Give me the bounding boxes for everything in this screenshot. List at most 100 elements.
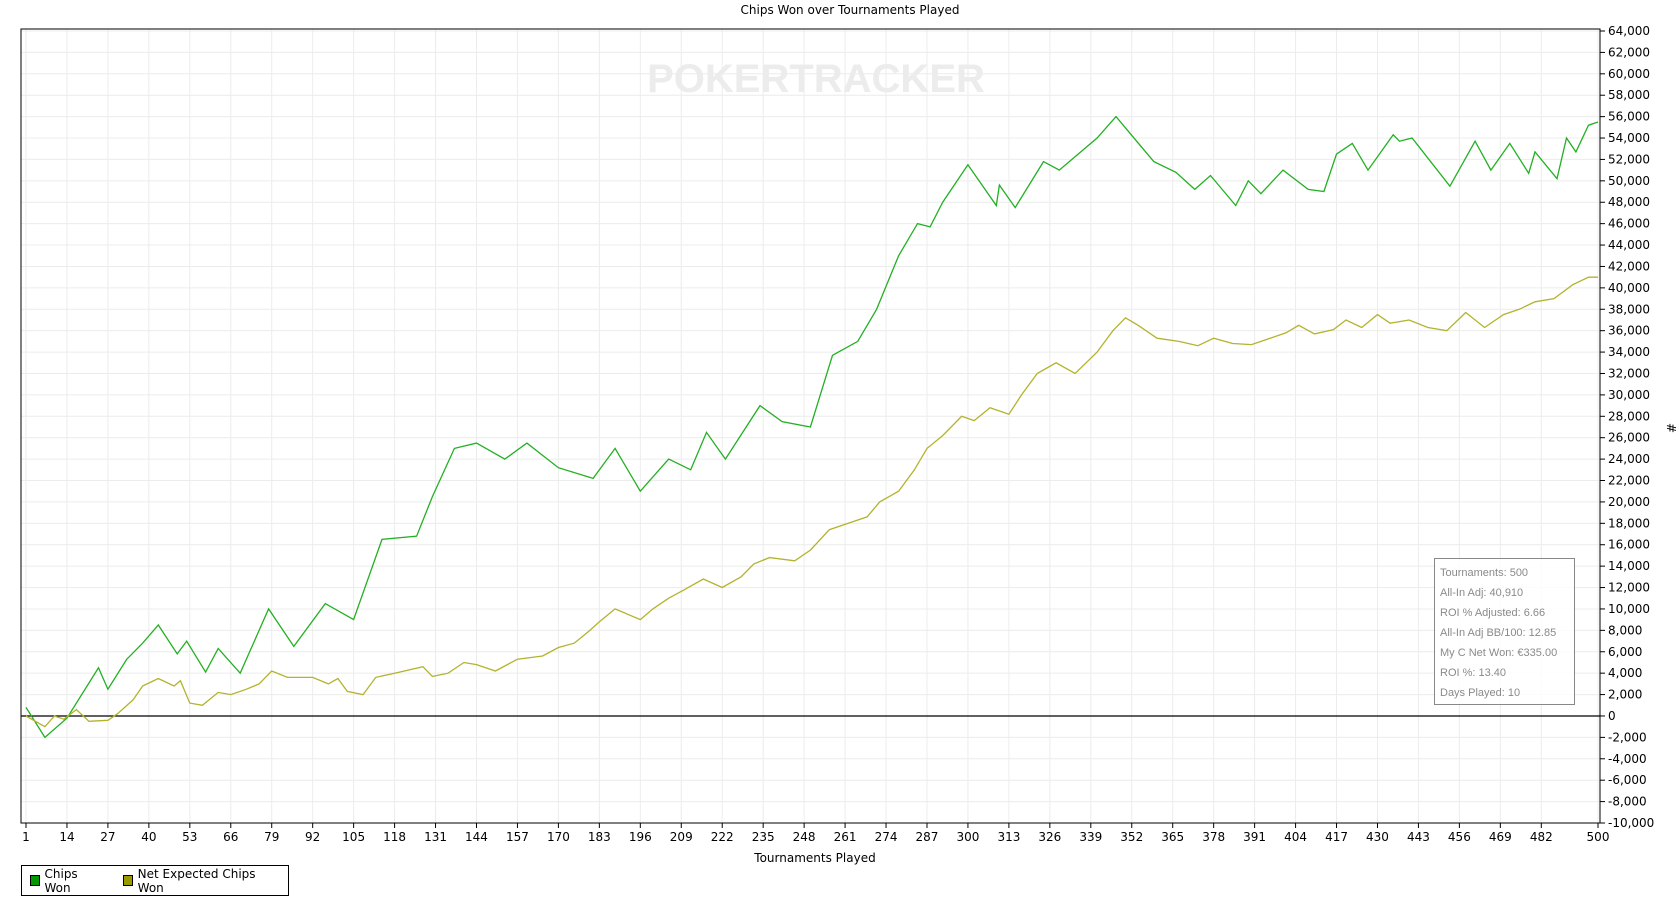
x-tick-label: 417 <box>1325 830 1348 844</box>
y-tick-label: 50,000 <box>1608 174 1650 188</box>
y-tick-label: 2,000 <box>1608 688 1642 702</box>
legend-label: Net Expected Chips Won <box>137 866 256 895</box>
watermark-logo: POKERTRACKER <box>647 57 985 101</box>
x-tick-label: 500 <box>1587 830 1610 844</box>
y-tick-label: 34,000 <box>1608 345 1650 359</box>
x-tick-label: 482 <box>1530 830 1553 844</box>
stat-roi-adjusted: ROI % Adjusted: 6.66 <box>1440 607 1546 619</box>
x-tick-label: 326 <box>1038 830 1061 844</box>
x-tick-label: 287 <box>916 830 939 844</box>
x-tick-label: 430 <box>1366 830 1389 844</box>
x-tick-label: 313 <box>997 830 1020 844</box>
x-axis: 1 14 27 40 53 66 79 92 105 118 131 144 157 170 183 196 2… <box>22 823 1609 844</box>
x-tick-label: 118 <box>383 830 406 844</box>
y-tick-label: 0 <box>1608 709 1616 723</box>
stat-days-played: Days Played: 10 <box>1440 687 1521 699</box>
x-tick-label: 404 <box>1284 830 1307 844</box>
y-tick-label: 44,000 <box>1608 238 1650 252</box>
x-tick-label: 261 <box>834 830 857 844</box>
x-tick-label: 183 <box>588 830 611 844</box>
series-line-chips-won <box>25 115 1599 739</box>
x-tick-label: 443 <box>1407 830 1430 844</box>
y-tick-label: 20,000 <box>1608 495 1650 509</box>
x-tick-label: 144 <box>465 830 488 844</box>
y-tick-label: -4,000 <box>1608 752 1647 766</box>
y-tick-label: 38,000 <box>1608 302 1650 316</box>
x-tick-label: 365 <box>1161 830 1184 844</box>
x-tick-label: 352 <box>1120 830 1143 844</box>
x-tick-label: 469 <box>1489 830 1512 844</box>
y-tick-label: -10,000 <box>1608 816 1654 830</box>
x-tick-label: 235 <box>752 830 775 844</box>
y-tick-label: -8,000 <box>1608 795 1647 809</box>
x-tick-label: 157 <box>506 830 529 844</box>
y-tick-label: 40,000 <box>1608 281 1650 295</box>
x-tick-label: 40 <box>141 830 156 844</box>
x-tick-label: 196 <box>629 830 652 844</box>
y-tick-label: 26,000 <box>1608 431 1650 445</box>
y-tick-label: 30,000 <box>1608 388 1650 402</box>
y-tick-label: 36,000 <box>1608 324 1650 338</box>
x-tick-label: 92 <box>305 830 320 844</box>
x-tick-label: 79 <box>264 830 279 844</box>
x-tick-label: 274 <box>875 830 898 844</box>
y-tick-label: 58,000 <box>1608 88 1650 102</box>
x-tick-label: 1 <box>22 830 30 844</box>
y-tick-label: 6,000 <box>1608 645 1642 659</box>
stat-roi: ROI %: 13.40 <box>1440 667 1507 679</box>
stat-tournaments: Tournaments: 500 <box>1440 567 1529 579</box>
x-tick-label: 14 <box>59 830 74 844</box>
y-tick-label: 14,000 <box>1608 559 1650 573</box>
y-tick-label: 48,000 <box>1608 195 1650 209</box>
y-tick-label: 42,000 <box>1608 259 1650 273</box>
y-tick-label: 16,000 <box>1608 538 1650 552</box>
y-tick-label: 32,000 <box>1608 366 1650 380</box>
x-tick-label: 131 <box>424 830 447 844</box>
legend-item-chips-won[interactable]: Chips Won <box>30 867 97 895</box>
x-tick-label: 378 <box>1202 830 1225 844</box>
series-line-net-expected <box>25 276 1598 728</box>
y-tick-label: 24,000 <box>1608 452 1650 466</box>
y-tick-label: 54,000 <box>1608 131 1650 145</box>
chart-title: Chips Won over Tournaments Played <box>741 3 960 17</box>
legend: Chips Won Net Expected Chips Won <box>21 865 289 896</box>
y-tick-label: 60,000 <box>1608 67 1650 81</box>
y-axis-label: # <box>1664 423 1678 433</box>
stat-net-won: My C Net Won: €335.00 <box>1440 647 1558 659</box>
x-tick-label: 66 <box>223 830 238 844</box>
y-tick-label: 46,000 <box>1608 217 1650 231</box>
x-tick-label: 105 <box>342 830 365 844</box>
x-tick-label: 456 <box>1448 830 1471 844</box>
legend-swatch <box>123 875 133 886</box>
stat-bb-100: All-In Adj BB/100: 12.85 <box>1440 627 1557 639</box>
stats-box: Tournaments: 500 All-In Adj: 40,910 ROI … <box>1434 558 1575 705</box>
y-tick-label: 56,000 <box>1608 110 1650 124</box>
y-tick-label: 62,000 <box>1608 45 1650 59</box>
x-tick-label: 391 <box>1243 830 1266 844</box>
y-tick-label: 22,000 <box>1608 474 1650 488</box>
legend-label: Chips Won <box>44 866 78 895</box>
plot-frame <box>20 28 1601 824</box>
stat-all-in-adj: All-In Adj: 40,910 <box>1440 587 1524 599</box>
y-tick-label: -6,000 <box>1608 773 1647 787</box>
x-tick-label: 248 <box>793 830 816 844</box>
y-tick-label: 28,000 <box>1608 409 1650 423</box>
y-tick-label: 12,000 <box>1608 581 1650 595</box>
y-axis: -10,000 -8,000 -6,000 -4,000 -2,000 0 2,000 4,0… <box>1600 24 1654 830</box>
x-tick-label: 27 <box>100 830 115 844</box>
x-tick-label: 339 <box>1079 830 1102 844</box>
legend-item-net-expected[interactable]: Net Expected Chips Won <box>123 867 262 895</box>
x-tick-label: 222 <box>711 830 734 844</box>
y-tick-label: 4,000 <box>1608 666 1642 680</box>
y-tick-label: 18,000 <box>1608 516 1650 530</box>
x-tick-label: 53 <box>182 830 197 844</box>
x-tick-label: 300 <box>956 830 979 844</box>
y-tick-label: 8,000 <box>1608 623 1642 637</box>
y-tick-label: -2,000 <box>1608 730 1647 744</box>
x-tick-label: 209 <box>670 830 693 844</box>
y-tick-label: 64,000 <box>1608 24 1650 38</box>
x-tick-label: 170 <box>547 830 570 844</box>
y-tick-label: 52,000 <box>1608 152 1650 166</box>
legend-swatch <box>30 875 40 886</box>
